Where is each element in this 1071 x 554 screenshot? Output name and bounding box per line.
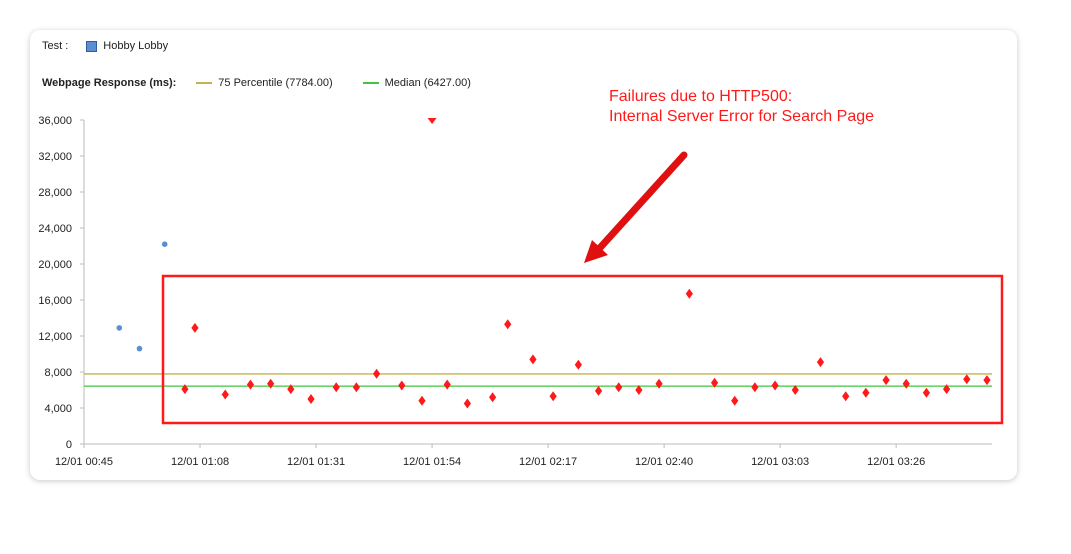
response-point (161, 241, 168, 247)
failure-point (655, 378, 663, 389)
x-tick-label: 12/01 03:26 (867, 456, 925, 468)
failure-point (529, 354, 537, 365)
failure-point (287, 384, 295, 395)
y-tick-label: 32,000 (38, 151, 72, 163)
x-tick-label: 12/01 01:54 (403, 456, 461, 468)
failure-point (352, 382, 360, 393)
failure-point (816, 357, 825, 368)
y-tick-label: 36,000 (38, 115, 72, 127)
reference-lines (84, 373, 992, 387)
response-point (136, 345, 143, 352)
median-legend-entry: Median (6427.00) (362, 77, 471, 89)
y-tick-label: 12,000 (38, 331, 72, 343)
failure-point (771, 380, 779, 391)
failure-highlight-box (161, 274, 1004, 425)
failure-point (372, 368, 381, 379)
failure-annotation: Failures due to HTTP500: Internal Server… (609, 87, 874, 127)
failure-point (963, 374, 971, 385)
failure-point (221, 389, 229, 400)
failure-point (246, 379, 255, 390)
x-tick-label: 12/01 01:31 (287, 456, 345, 468)
annotation-arrow-head (584, 240, 608, 263)
p75-legend-entry: 75 Percentile (7784.00) (196, 77, 333, 89)
chart-card (30, 30, 1017, 480)
test-name: Hobby Lobby (103, 40, 169, 52)
failure-point (443, 379, 451, 390)
test-legend: Test : Hobby Lobby (42, 40, 168, 52)
axes-layer: 0 4,000 8,000 12,000 16,000 20,000 24,000 28,00… (38, 115, 992, 468)
test-color-swatch (86, 40, 98, 52)
x-tick-label: 12/01 00:45 (55, 456, 113, 468)
failure-point (842, 391, 850, 402)
test-label: Test : (42, 40, 69, 52)
failure-point (943, 384, 951, 395)
response-point (116, 325, 123, 331)
failure-point (615, 382, 623, 393)
failure-point (731, 395, 739, 406)
failure-point (549, 391, 557, 402)
y-tick-label: 28,000 (38, 187, 72, 199)
failure-point (489, 392, 497, 403)
p75-line-swatch (196, 82, 213, 84)
failure-point (181, 384, 189, 395)
y-tick-label: 16,000 (38, 295, 72, 307)
annotation-line-2: Internal Server Error for Search Page (609, 108, 875, 125)
x-tick-label: 12/01 03:03 (751, 456, 809, 468)
annotation-line-1: Failures due to HTTP500: (609, 88, 793, 105)
failure-point (791, 385, 799, 395)
failure-point (267, 378, 275, 389)
failure-point (685, 288, 693, 299)
failure-point (191, 322, 199, 333)
failure-point (902, 378, 910, 389)
offscale-failure-marker (427, 118, 437, 124)
failure-point (862, 387, 870, 398)
median-label: Median (6427.00) (384, 77, 471, 89)
annotation-arrow-shaft (594, 151, 688, 254)
failure-point (418, 395, 426, 406)
p75-label: 75 Percentile (7784.00) (218, 77, 333, 89)
median-line-swatch (362, 82, 379, 84)
failure-point (983, 375, 991, 386)
y-tick-label: 0 (66, 439, 72, 451)
failure-point (504, 319, 512, 330)
x-tick-label: 12/01 02:40 (635, 456, 693, 468)
y-tick-label: 20,000 (38, 259, 72, 271)
failure-point (710, 377, 719, 388)
response-legend: Webpage Response (ms): 75 Percentile (77… (42, 77, 501, 89)
y-tick-label: 4,000 (44, 403, 72, 415)
x-tick-label: 12/01 02:17 (519, 456, 577, 468)
failure-point (398, 380, 406, 391)
failure-point (882, 375, 890, 386)
failure-point (751, 382, 759, 393)
annotation-layer (161, 151, 1004, 425)
failure-point (574, 359, 582, 370)
failure-point (463, 398, 471, 409)
data-points (116, 118, 991, 409)
y-tick-label: 24,000 (38, 223, 72, 235)
failure-point (922, 387, 931, 398)
response-label: Webpage Response (ms): (42, 77, 177, 89)
y-tick-label: 8,000 (44, 367, 72, 379)
failure-point (635, 385, 643, 395)
x-tick-label: 12/01 01:08 (171, 456, 229, 468)
failure-point (594, 385, 603, 396)
failure-point (307, 394, 315, 404)
failure-point (332, 382, 340, 393)
